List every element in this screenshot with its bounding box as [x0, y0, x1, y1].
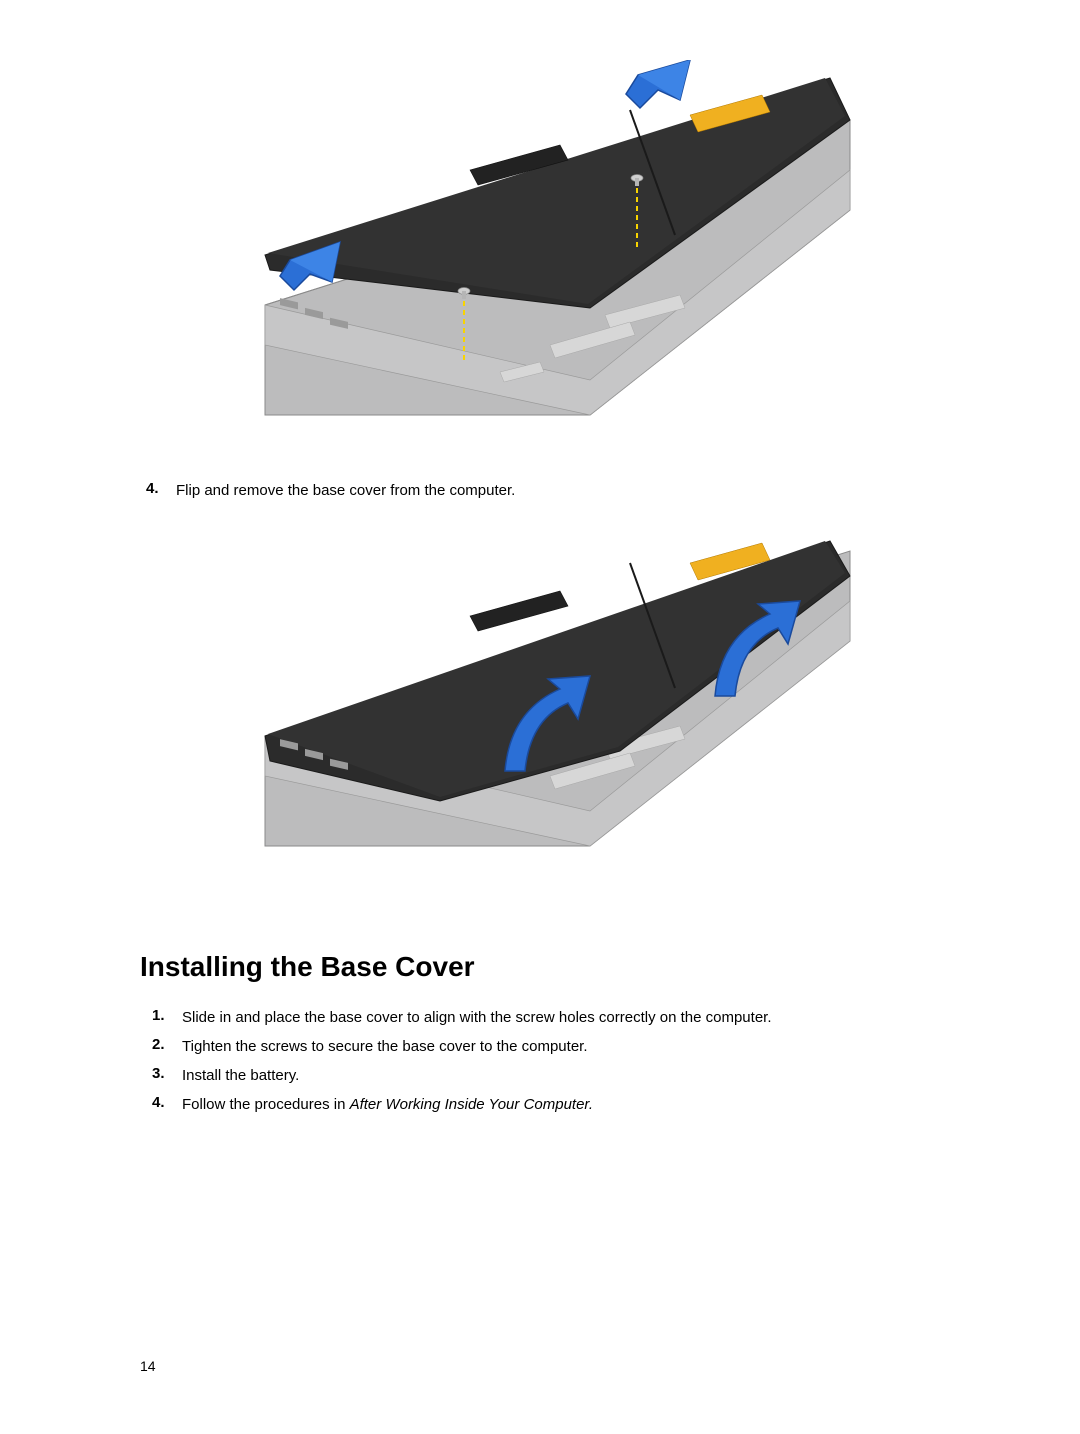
step-text-prefix: Follow the procedures in: [182, 1096, 350, 1113]
step-number: 4.: [152, 1094, 182, 1115]
install-step-1: 1. Slide in and place the base cover to …: [146, 1007, 940, 1028]
step-text-italic: After Working Inside Your Computer.: [350, 1096, 593, 1113]
figure-remove-cover: [210, 60, 870, 460]
cover-connector-2: [470, 591, 568, 631]
arrow-top: [626, 60, 690, 108]
step-number: 2.: [152, 1036, 182, 1057]
step-text: Follow the procedures in After Working I…: [182, 1094, 593, 1115]
step-number: 1.: [152, 1007, 182, 1028]
step-text: Tighten the screws to secure the base co…: [182, 1036, 588, 1057]
install-steps-list: 1. Slide in and place the base cover to …: [140, 1007, 940, 1115]
step-number: 4.: [146, 480, 176, 501]
step-number: 3.: [152, 1065, 182, 1086]
installing-base-cover-heading: Installing the Base Cover: [140, 951, 940, 983]
install-step-3: 3. Install the battery.: [146, 1065, 940, 1086]
install-step-4: 4. Follow the procedures in After Workin…: [146, 1094, 940, 1115]
step-text: Install the battery.: [182, 1065, 299, 1086]
page-content: 4. Flip and remove the base cover from t…: [140, 60, 940, 1115]
remove-step-4: 4. Flip and remove the base cover from t…: [140, 480, 940, 501]
step-text: Flip and remove the base cover from the …: [176, 480, 515, 501]
step-text: Slide in and place the base cover to ali…: [182, 1007, 772, 1028]
page-number: 14: [140, 1358, 156, 1374]
install-step-2: 2. Tighten the screws to secure the base…: [146, 1036, 940, 1057]
figure-flip-cover: [210, 521, 870, 911]
